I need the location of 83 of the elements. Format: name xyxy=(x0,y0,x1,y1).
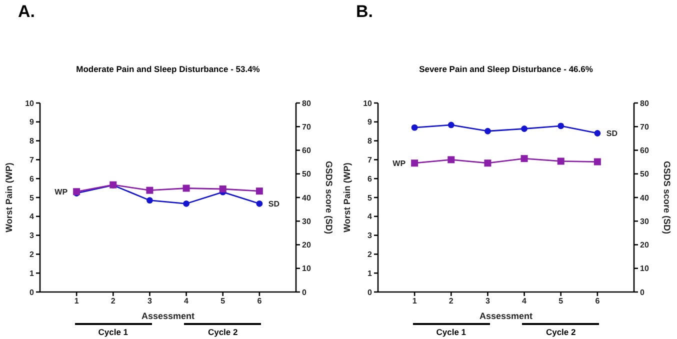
series-label: WP xyxy=(392,159,406,168)
point xyxy=(411,124,418,131)
x-tick-label: 6 xyxy=(595,296,600,306)
text: B. xyxy=(356,2,373,22)
x-tick-label: 5 xyxy=(558,296,564,306)
y-tick-label: 8 xyxy=(30,136,35,146)
y2-tick-label: 10 xyxy=(640,264,650,274)
y2-tick-label: 50 xyxy=(302,170,312,179)
y-axis-title: Worst Pain (WP) xyxy=(342,162,352,232)
point xyxy=(256,200,263,207)
y-tick-label: 9 xyxy=(30,118,35,127)
y2-axis-title: GSDS score (SD) xyxy=(324,160,334,234)
y2-tick-label: 30 xyxy=(302,216,312,226)
y-axis-title: Worst Pain (WP) xyxy=(4,162,14,232)
point xyxy=(146,186,154,194)
point xyxy=(448,122,454,128)
y-tick-label: 9 xyxy=(368,118,373,127)
x-tick-label: 3 xyxy=(485,296,490,306)
series-label: SD xyxy=(268,200,280,209)
point xyxy=(146,197,153,204)
text: Cycle 1 xyxy=(435,327,468,337)
chart-title: Moderate Pain and Sleep Disturbance - 53.4% xyxy=(75,64,261,74)
y-tick-label: 3 xyxy=(368,231,373,240)
x-tick-label: 4 xyxy=(184,296,190,306)
point xyxy=(594,130,601,136)
y2-tick-label: 40 xyxy=(640,193,650,202)
point xyxy=(484,128,491,134)
y-tick-label: 6 xyxy=(30,174,35,184)
y2-tick-label: 10 xyxy=(302,264,312,274)
y2-tick-label: 60 xyxy=(302,146,312,156)
y2-tick-label: 70 xyxy=(640,122,650,132)
y-tick-label: 4 xyxy=(30,212,35,222)
y-tick-label: 2 xyxy=(30,250,35,260)
y2-tick-label: 50 xyxy=(640,170,650,179)
y2-tick-label: 80 xyxy=(640,98,650,108)
y2-tick-label: 80 xyxy=(302,98,312,108)
y-tick-label: 7 xyxy=(368,156,373,165)
text: A. xyxy=(18,2,35,22)
y-tick-label: 3 xyxy=(30,231,35,240)
y-tick-label: 1 xyxy=(368,268,373,278)
x-tick-label: 2 xyxy=(110,296,116,306)
y-tick-label: 10 xyxy=(25,98,35,108)
point xyxy=(256,188,263,195)
x-tick-label: 5 xyxy=(220,296,226,306)
y2-tick-label: 0 xyxy=(302,288,307,297)
y-tick-label: 8 xyxy=(368,136,373,146)
y-tick-label: 7 xyxy=(30,156,35,165)
x-axis-title: Assessment xyxy=(141,311,195,321)
series-label: SD xyxy=(606,129,618,138)
y-tick-label: 0 xyxy=(368,288,373,297)
y2-axis-title: GSDS score (SD) xyxy=(662,160,672,234)
y2-tick-label: 20 xyxy=(640,240,650,250)
point xyxy=(183,200,190,207)
point xyxy=(219,185,226,192)
y-tick-label: 10 xyxy=(363,98,373,108)
text: Cycle 1 xyxy=(97,327,130,337)
point xyxy=(182,184,190,192)
point xyxy=(558,122,564,130)
series-label: WP xyxy=(54,188,68,197)
x-tick-label: 6 xyxy=(257,296,262,306)
text: Cycle 2 xyxy=(206,327,239,337)
x-tick-label: 3 xyxy=(147,296,152,306)
x-axis-title: Assessment xyxy=(479,311,533,321)
y-tick-label: 5 xyxy=(368,193,373,202)
y2-tick-label: 0 xyxy=(640,288,645,297)
y-tick-label: 1 xyxy=(30,268,35,278)
x-tick-label: 2 xyxy=(448,296,454,306)
y-tick-label: 5 xyxy=(30,193,35,202)
y2-tick-label: 70 xyxy=(302,122,312,132)
y-tick-label: 2 xyxy=(368,250,373,260)
y-tick-label: 4 xyxy=(368,212,373,222)
y-tick-label: 6 xyxy=(368,174,373,184)
text: Cycle 2 xyxy=(544,327,577,337)
x-tick-label: 1 xyxy=(74,296,80,306)
x-tick-label: 1 xyxy=(412,296,418,306)
point xyxy=(521,126,528,132)
y2-tick-label: 40 xyxy=(302,193,312,202)
y2-tick-label: 30 xyxy=(640,216,650,226)
y-tick-label: 0 xyxy=(30,288,35,297)
y2-tick-label: 60 xyxy=(640,146,650,156)
x-tick-label: 4 xyxy=(522,296,528,306)
chart-title: Severe Pain and Sleep Disturbance - 46.6% xyxy=(418,64,594,74)
y2-tick-label: 20 xyxy=(302,240,312,250)
